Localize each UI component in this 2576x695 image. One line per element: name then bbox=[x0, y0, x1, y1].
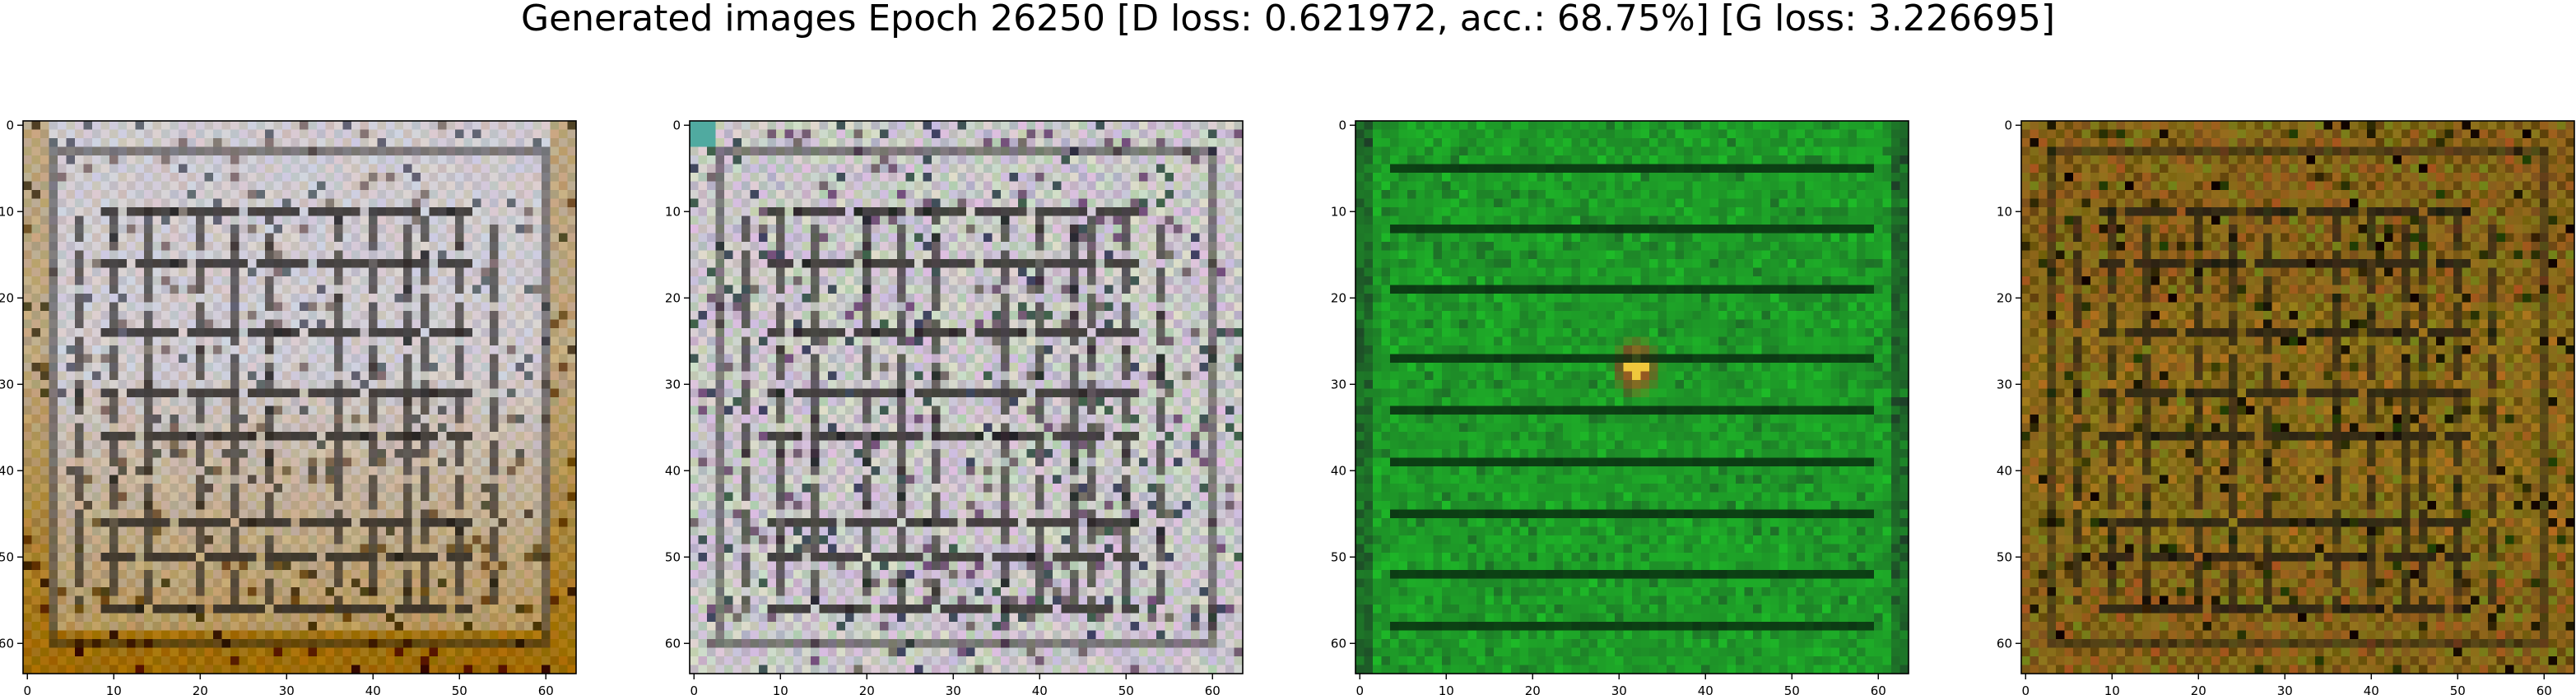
x-tick-label: 60 bbox=[538, 683, 554, 695]
y-tick-label: 0 bbox=[2004, 118, 2012, 132]
y-tick-label: 60 bbox=[0, 636, 14, 651]
x-tick-label: 60 bbox=[2536, 683, 2552, 695]
y-tick-label: 50 bbox=[0, 549, 14, 564]
y-tick-label: 60 bbox=[1331, 636, 1346, 651]
x-tick-label: 50 bbox=[1784, 683, 1800, 695]
y-tick-label: 50 bbox=[1997, 549, 2012, 564]
y-tick-label: 60 bbox=[665, 636, 681, 651]
y-tick-label: 10 bbox=[1331, 204, 1346, 219]
y-tick-label: 20 bbox=[1997, 290, 2012, 305]
y-tick-label: 40 bbox=[665, 463, 681, 478]
axes-frame bbox=[1355, 120, 1909, 674]
x-tick-label: 30 bbox=[279, 683, 295, 695]
x-tick-label: 40 bbox=[1032, 683, 1048, 695]
x-tick-label: 50 bbox=[1118, 683, 1134, 695]
x-tick-label: 40 bbox=[365, 683, 381, 695]
y-tick-label: 0 bbox=[6, 118, 14, 132]
x-tick-label: 50 bbox=[2450, 683, 2466, 695]
axes-frame bbox=[22, 120, 577, 674]
generated-image-2 bbox=[690, 121, 1244, 674]
y-tick-label: 30 bbox=[1997, 377, 2012, 392]
y-tick-label: 20 bbox=[1331, 290, 1346, 305]
image-panel-4: 0 10 20 30 40 50 60 0 10 20 30 40 50 60 bbox=[1997, 118, 2575, 695]
axes-frame bbox=[689, 120, 1244, 674]
x-tick-label: 30 bbox=[1611, 683, 1627, 695]
y-tick-label: 30 bbox=[0, 377, 14, 392]
x-tick-label: 10 bbox=[773, 683, 788, 695]
x-tick-label: 10 bbox=[106, 683, 122, 695]
y-tick-label: 40 bbox=[1331, 463, 1346, 478]
y-tick-label: 10 bbox=[1997, 204, 2012, 219]
y-tick-label: 30 bbox=[1331, 377, 1346, 392]
x-tick-label: 10 bbox=[1439, 683, 1454, 695]
figure-title: Generated images Epoch 26250 [D loss: 0.… bbox=[520, 0, 2056, 39]
x-tick-label: 30 bbox=[2277, 683, 2293, 695]
axes-frame bbox=[2020, 120, 2575, 674]
y-tick-label: 10 bbox=[0, 204, 14, 219]
image-panel-1: 0 10 20 30 40 50 60 0 10 20 30 40 50 60 bbox=[0, 118, 577, 695]
x-tick-label: 60 bbox=[1205, 683, 1221, 695]
y-tick-label: 20 bbox=[0, 290, 14, 305]
x-tick-label: 60 bbox=[1871, 683, 1886, 695]
y-tick-label: 10 bbox=[665, 204, 681, 219]
x-tick-label: 20 bbox=[193, 683, 208, 695]
generated-image-3 bbox=[1355, 121, 1909, 674]
y-tick-label: 60 bbox=[1997, 636, 2012, 651]
x-tick-label: 20 bbox=[859, 683, 875, 695]
image-panel-2: 0 10 20 30 40 50 60 0 10 20 30 40 50 60 bbox=[665, 118, 1244, 695]
x-tick-label: 0 bbox=[690, 683, 698, 695]
x-tick-label: 30 bbox=[946, 683, 961, 695]
y-tick-label: 50 bbox=[1331, 549, 1346, 564]
x-tick-label: 0 bbox=[23, 683, 31, 695]
x-tick-label: 50 bbox=[452, 683, 467, 695]
y-tick-label: 40 bbox=[1997, 463, 2012, 478]
x-tick-label: 0 bbox=[2021, 683, 2030, 695]
x-tick-label: 40 bbox=[2364, 683, 2379, 695]
y-tick-label: 30 bbox=[665, 377, 681, 392]
y-tick-label: 50 bbox=[665, 549, 681, 564]
y-tick-label: 20 bbox=[665, 290, 681, 305]
generated-image-1 bbox=[23, 121, 577, 674]
y-tick-label: 0 bbox=[672, 118, 681, 132]
y-tick-label: 0 bbox=[1338, 118, 1346, 132]
generated-image-4 bbox=[2021, 121, 2575, 674]
x-tick-label: 10 bbox=[2104, 683, 2120, 695]
x-tick-label: 40 bbox=[1698, 683, 1713, 695]
y-tick-label: 40 bbox=[0, 463, 14, 478]
x-tick-label: 20 bbox=[1525, 683, 1541, 695]
x-tick-label: 20 bbox=[2191, 683, 2206, 695]
image-panel-3: 0 10 20 30 40 50 60 0 10 20 30 40 50 60 bbox=[1331, 118, 1909, 695]
x-tick-label: 0 bbox=[1355, 683, 1364, 695]
